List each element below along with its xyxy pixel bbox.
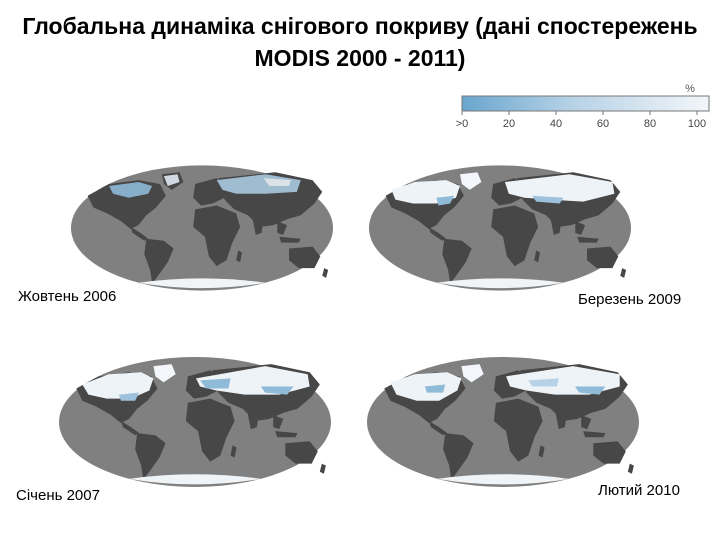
- legend-tick-label: 100: [688, 118, 706, 130]
- snow-map-march-2009: [368, 165, 632, 291]
- map-label-january-2007: Січень 2007: [16, 487, 100, 504]
- legend-gradient-bar: [461, 95, 710, 112]
- map-label-march-2009: Березень 2009: [578, 291, 682, 308]
- legend-tick-label: 40: [550, 118, 562, 130]
- snow-map-january-2007: [59, 357, 331, 487]
- snow-cover-color-scale: % >0 20 40 60 80 100: [456, 83, 710, 130]
- legend-tick-label: >0: [456, 118, 469, 130]
- snow-map-february-2010: [367, 357, 639, 487]
- legend-tick-label: 20: [503, 118, 515, 130]
- map-label-february-2010: Лютий 2010: [598, 482, 680, 499]
- legend-tick-label: 80: [644, 118, 656, 130]
- map-label-october-2006: Жовтень 2006: [18, 288, 117, 305]
- slide-title: Глобальна динаміка снігового покриву (да…: [22, 13, 698, 71]
- legend-tick-label: 60: [597, 118, 609, 130]
- snow-map-october-2006: [70, 165, 334, 291]
- legend-unit: %: [685, 83, 695, 95]
